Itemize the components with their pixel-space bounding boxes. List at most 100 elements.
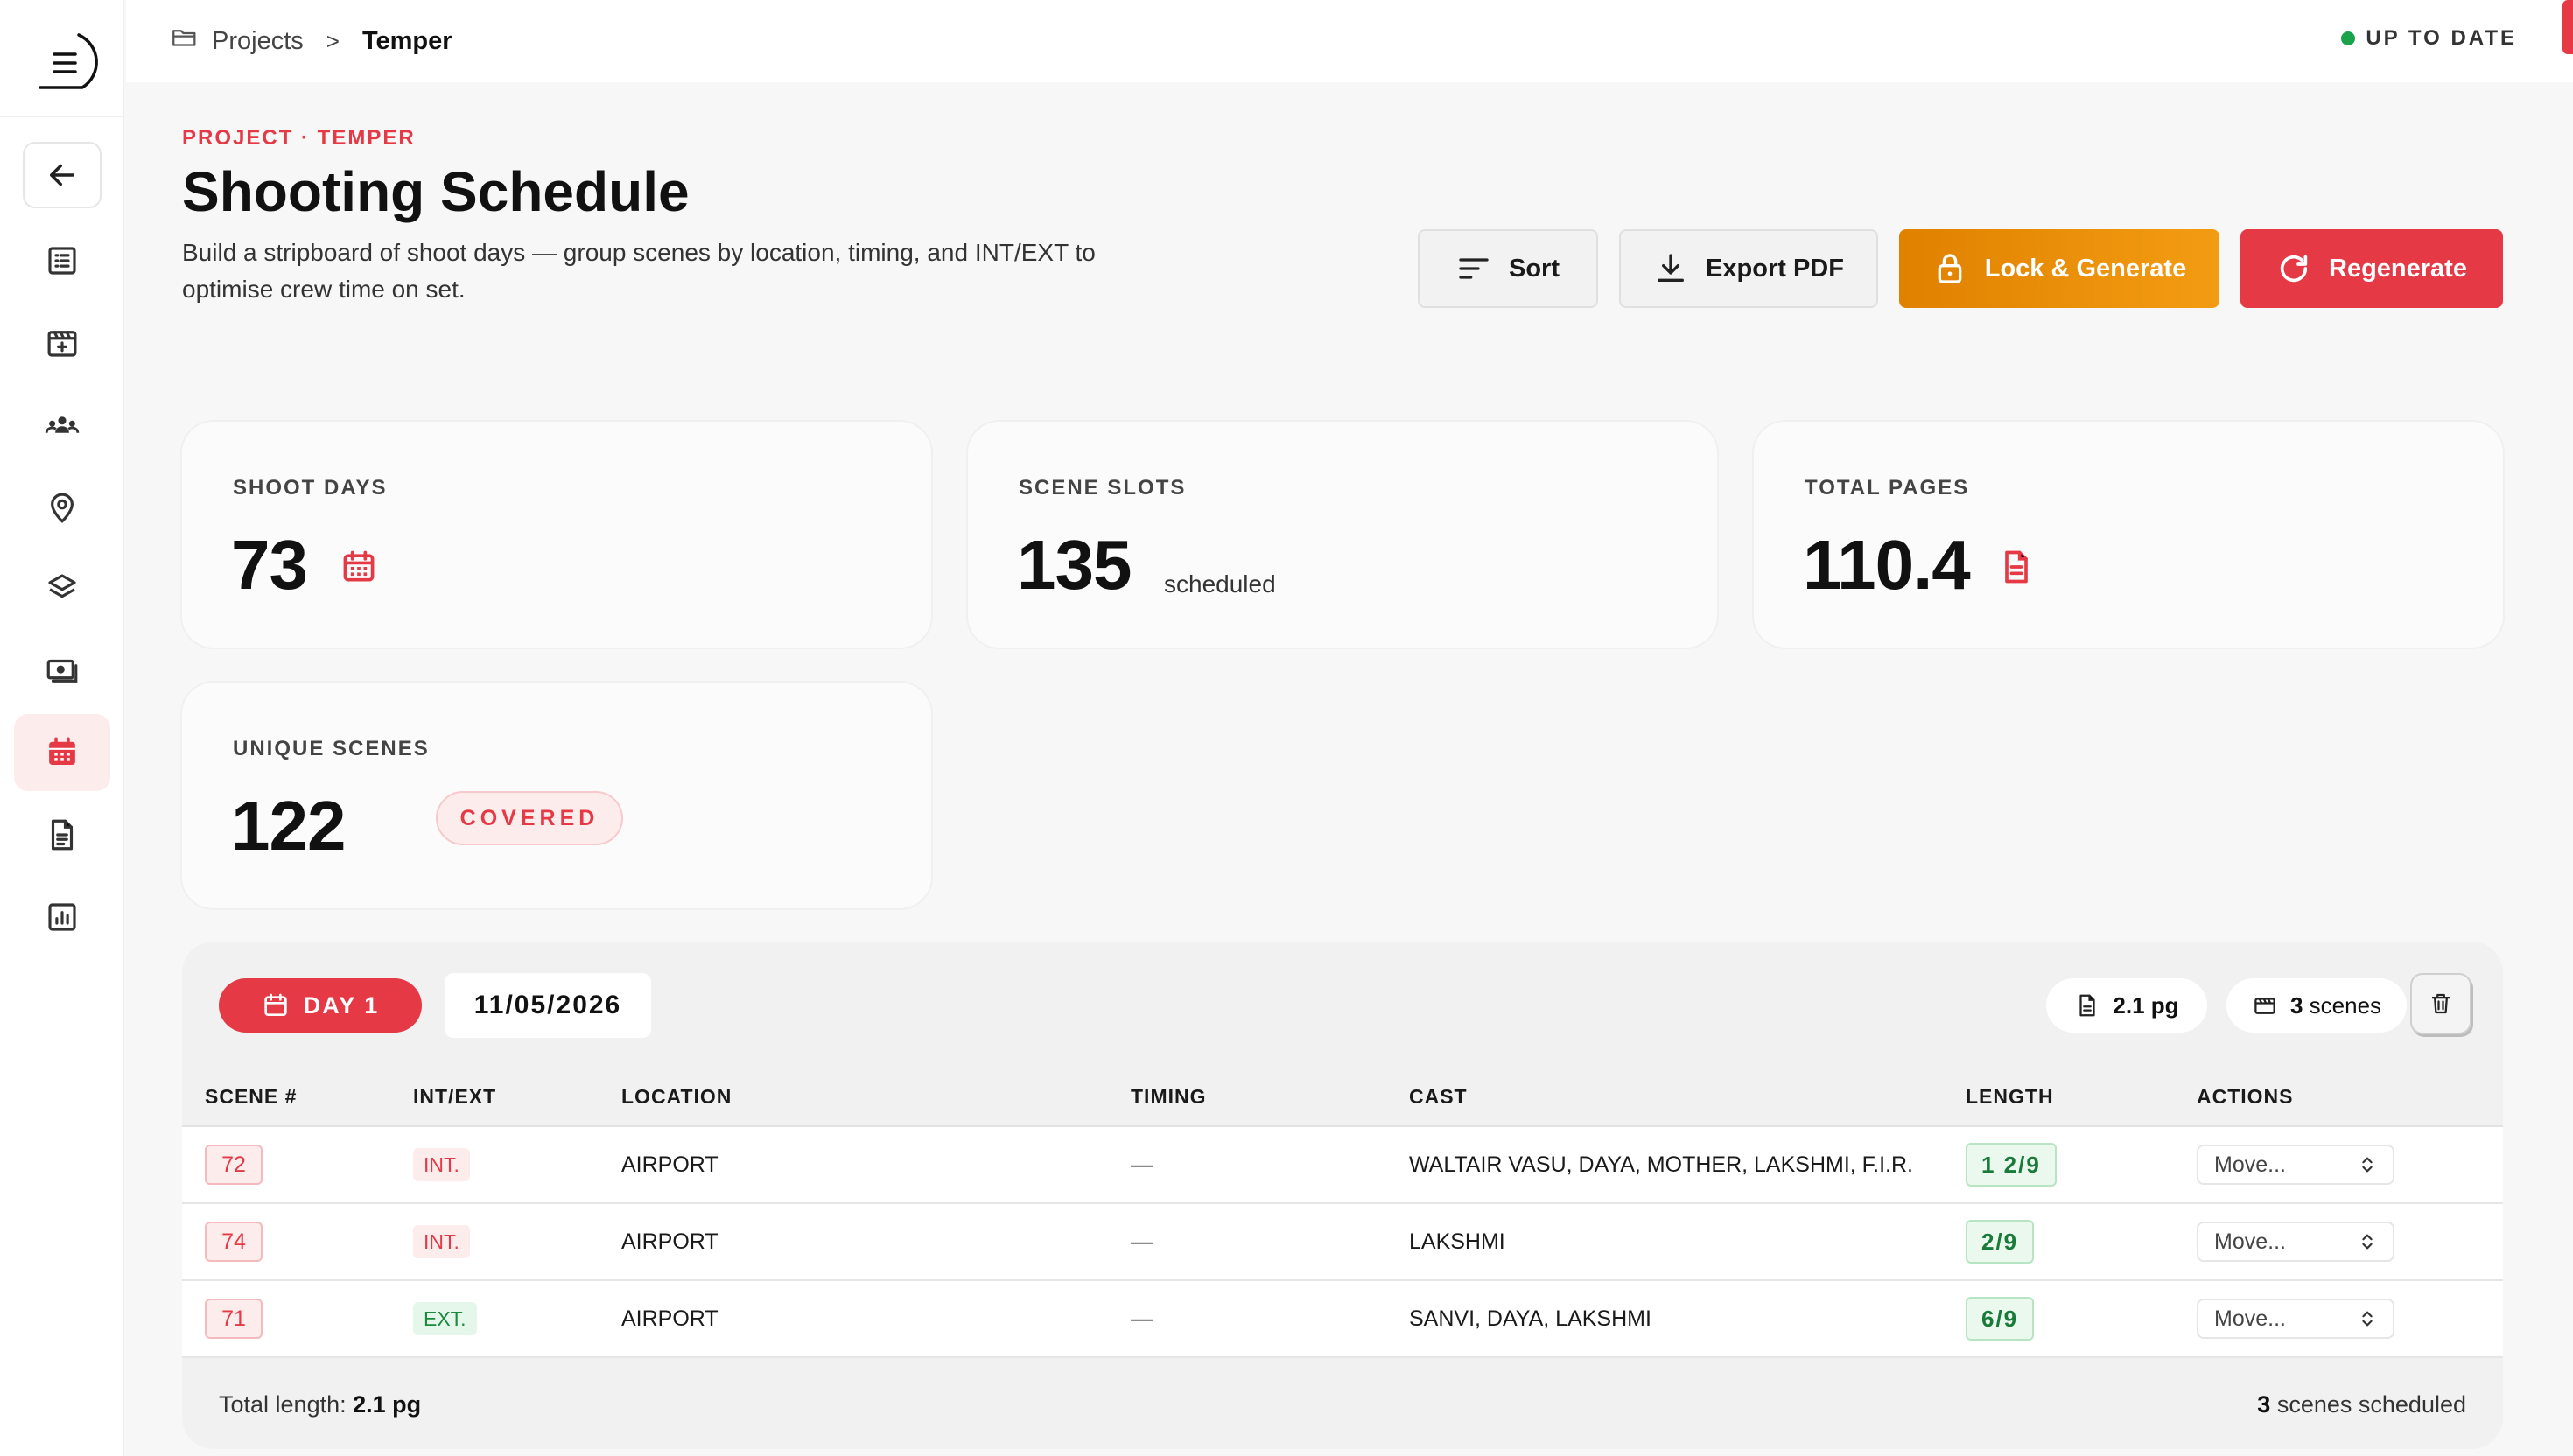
- sort-button-label: Sort: [1509, 254, 1560, 283]
- sidebar-item-reports[interactable]: [23, 884, 102, 950]
- total-length-value: 2.1 pg: [353, 1391, 422, 1418]
- timing-cell: —: [1131, 1228, 1153, 1254]
- lock-generate-button[interactable]: Lock & Generate: [1899, 229, 2219, 308]
- day-badge[interactable]: DAY 1: [219, 978, 422, 1032]
- breadcrumb-projects-link[interactable]: Projects: [212, 26, 304, 55]
- covered-badge: COVERED: [436, 791, 623, 845]
- sidebar-item-scenes[interactable]: [23, 310, 102, 376]
- document-icon: [1997, 548, 2036, 591]
- breadcrumb-current: Temper: [361, 26, 452, 55]
- breadcrumb-separator-icon: >: [326, 27, 340, 54]
- table-row[interactable]: 74 INT. AIRPORT — LAKSHMI 2/9 Move...: [182, 1204, 2503, 1281]
- budget-icon: [46, 659, 78, 682]
- column-header-length[interactable]: LENGTH: [1966, 1085, 2054, 1108]
- column-header-scene[interactable]: SCENE #: [205, 1085, 298, 1108]
- day-pages-chip: 2.1 pg: [2046, 978, 2207, 1032]
- status-label: UP TO DATE: [2366, 26, 2517, 50]
- sidebar-divider: [0, 116, 124, 117]
- stat-label: TOTAL PAGES: [1805, 476, 1970, 500]
- stat-card-scene-slots: SCENE SLOTS 135 scheduled: [968, 422, 1717, 648]
- stat-value: 73: [231, 526, 308, 604]
- chevron-updown-icon: [2362, 1157, 2373, 1172]
- table-footer: Total length: 2.1 pg 3 scenes scheduled: [182, 1358, 2503, 1449]
- delete-day-button[interactable]: [2410, 973, 2471, 1034]
- stat-label: UNIQUE SCENES: [233, 737, 430, 760]
- day-scenes-chip: 3 scenes: [2226, 978, 2407, 1032]
- length-badge: 2/9: [1966, 1220, 2035, 1264]
- refresh-icon: [2280, 255, 2308, 283]
- timing-cell: —: [1131, 1152, 1153, 1177]
- int-ext-badge: INT.: [413, 1225, 470, 1258]
- back-button[interactable]: [23, 142, 102, 208]
- day-date-field[interactable]: 11/05/2026: [445, 973, 651, 1038]
- table-row[interactable]: 71 EXT. AIRPORT — SANVI, DAYA, LAKSHMI 6…: [182, 1281, 2503, 1358]
- move-select[interactable]: Move...: [2197, 1222, 2394, 1262]
- location-cell: AIRPORT: [621, 1152, 719, 1177]
- folder-icon: [170, 23, 200, 60]
- column-header-location[interactable]: LOCATION: [621, 1085, 733, 1108]
- column-header-actions: ACTIONS: [2197, 1085, 2294, 1108]
- day-badge-label: DAY 1: [303, 991, 380, 1018]
- cast-cell: LAKSHMI: [1409, 1228, 1505, 1254]
- page-title: Shooting Schedule: [182, 160, 690, 223]
- document-icon: [51, 819, 74, 850]
- day-strip-panel: DAY 1 11/05/2026 2.1 pg 3 scenes SCENE #…: [182, 942, 2503, 1449]
- export-pdf-button[interactable]: Export PDF: [1619, 229, 1878, 308]
- day-scenes-label: scenes: [2309, 991, 2382, 1018]
- sort-button[interactable]: Sort: [1418, 229, 1598, 308]
- move-select-value: Move...: [2214, 1152, 2286, 1177]
- download-icon: [1658, 254, 1685, 282]
- project-eyebrow: PROJECT · TEMPER: [182, 126, 416, 150]
- location-cell: AIRPORT: [621, 1306, 719, 1331]
- day-scenes-count: 3: [2289, 991, 2303, 1018]
- column-header-int-ext[interactable]: INT/EXT: [413, 1085, 497, 1108]
- edge-marker: [2562, 0, 2573, 54]
- app-logo-icon[interactable]: [32, 26, 102, 96]
- lock-icon: [1938, 254, 1962, 284]
- top-bar: Projects > Temper UP TO DATE: [126, 0, 2573, 82]
- calendar-icon: [340, 548, 378, 591]
- sidebar-item-layers[interactable]: [23, 555, 102, 621]
- scene-number-badge[interactable]: 71: [205, 1298, 263, 1339]
- sidebar-item-budget[interactable]: [23, 637, 102, 704]
- script-list-icon: [48, 247, 76, 275]
- clapperboard-icon: [2254, 998, 2275, 1014]
- move-select[interactable]: Move...: [2197, 1144, 2394, 1185]
- location-cell: AIRPORT: [621, 1228, 719, 1254]
- clapperboard-icon: [47, 331, 77, 357]
- length-badge: 1 2/9: [1966, 1143, 2057, 1186]
- column-header-cast[interactable]: CAST: [1409, 1085, 1468, 1108]
- scene-number-badge[interactable]: 74: [205, 1222, 263, 1262]
- total-length: Total length: 2.1 pg: [219, 1391, 421, 1418]
- regenerate-label: Regenerate: [2329, 254, 2467, 283]
- cast-cell: SANVI, DAYA, LAKSHMI: [1409, 1306, 1651, 1331]
- sidebar-item-locations[interactable]: [23, 474, 102, 541]
- scenes-scheduled: 3 scenes scheduled: [2257, 1391, 2466, 1418]
- stat-card-shoot-days: SHOOT DAYS 73: [182, 422, 931, 648]
- scene-number-badge[interactable]: 72: [205, 1144, 263, 1185]
- column-header-timing[interactable]: TIMING: [1131, 1085, 1207, 1108]
- lock-generate-label: Lock & Generate: [1984, 254, 2187, 283]
- stat-value: 135: [1017, 526, 1132, 604]
- total-length-label: Total length:: [219, 1391, 347, 1418]
- status-badge: UP TO DATE: [2341, 26, 2517, 51]
- export-pdf-label: Export PDF: [1706, 254, 1844, 283]
- page-subtitle: Build a stripboard of shoot days — group…: [182, 239, 1096, 303]
- scenes-scheduled-label: scenes scheduled: [2276, 1391, 2466, 1418]
- sidebar-item-schedule[interactable]: [14, 714, 110, 791]
- status-dot-icon: [2341, 32, 2356, 46]
- calendar-icon: [49, 737, 75, 765]
- calendar-icon: [264, 993, 287, 1016]
- stat-value: 110.4: [1803, 526, 1971, 604]
- table-row[interactable]: 72 INT. AIRPORT — WALTAIR VASU, DAYA, MO…: [182, 1127, 2503, 1204]
- report-chart-icon: [48, 903, 76, 931]
- back-arrow-icon: [50, 164, 74, 186]
- regenerate-button[interactable]: Regenerate: [2240, 229, 2503, 308]
- move-select-value: Move...: [2214, 1228, 2286, 1254]
- sidebar-item-script[interactable]: [23, 228, 102, 294]
- table-header: SCENE # INT/EXT LOCATION TIMING CAST LEN…: [182, 1064, 2503, 1127]
- sidebar-item-documents[interactable]: [23, 802, 102, 868]
- chevron-updown-icon: [2362, 1311, 2373, 1326]
- move-select[interactable]: Move...: [2197, 1298, 2394, 1339]
- sidebar-item-cast[interactable]: [23, 392, 102, 458]
